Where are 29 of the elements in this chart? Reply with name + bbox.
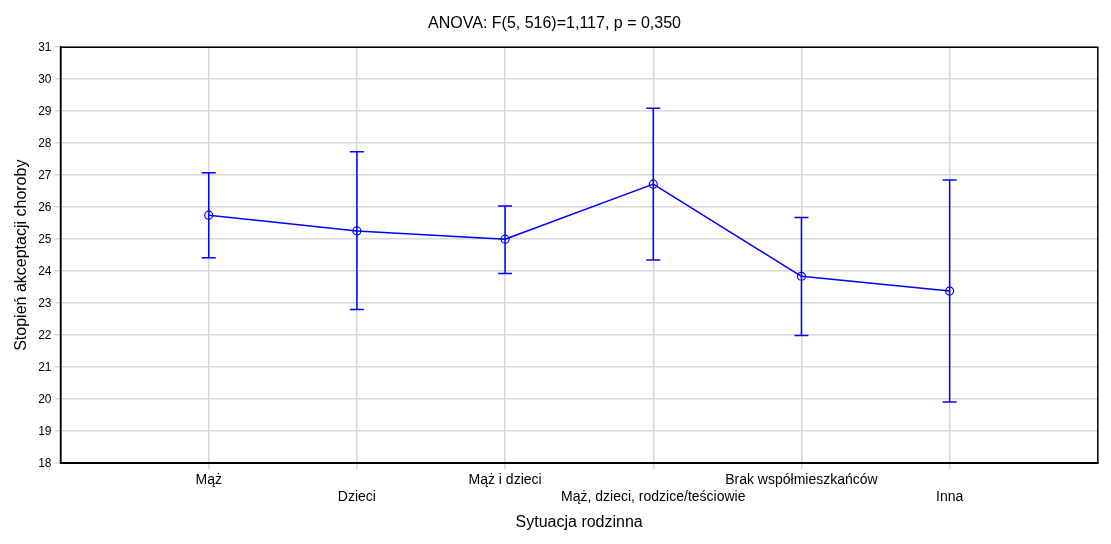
point xyxy=(352,226,362,236)
y-tick-label: 23 xyxy=(38,295,52,310)
y-tick-label: 31 xyxy=(38,39,52,54)
y-tick-label: 19 xyxy=(38,423,52,438)
x-tick-label: Brak współmieszkańców xyxy=(725,471,879,488)
y-tick-label: 27 xyxy=(38,167,52,182)
x-tick-label: Mąż, dzieci, rodzice/teściowie xyxy=(561,488,746,505)
y-axis-title: Stopień akceptacji choroby xyxy=(12,159,30,351)
x-tick-label: Inna xyxy=(936,488,964,505)
point xyxy=(204,210,214,220)
y-tick-label: 24 xyxy=(38,263,52,278)
x-axis-title: Sytuacja rodzinna xyxy=(515,512,643,530)
x-tick-label: Dzieci xyxy=(337,488,376,505)
y-tick-label: 29 xyxy=(38,103,52,118)
y-tick-label: 18 xyxy=(38,455,52,470)
x-tick-label: Mąż i dzieci xyxy=(468,471,542,488)
x-tick-label: Mąż xyxy=(195,471,222,488)
y-tick-label: 28 xyxy=(38,135,52,150)
point xyxy=(796,271,807,281)
chart-title: ANOVA: F(5, 516)=1,117, p = 0,350 xyxy=(428,14,682,32)
y-tick-label: 30 xyxy=(38,71,52,86)
point xyxy=(945,286,955,296)
y-tick-label: 21 xyxy=(38,359,52,374)
y-tick-label: 26 xyxy=(38,199,52,214)
point xyxy=(500,234,510,244)
y-tick-label: 20 xyxy=(38,391,52,406)
y-tick-label: 22 xyxy=(38,327,52,342)
y-tick-label: 25 xyxy=(38,231,52,246)
point xyxy=(648,179,658,189)
